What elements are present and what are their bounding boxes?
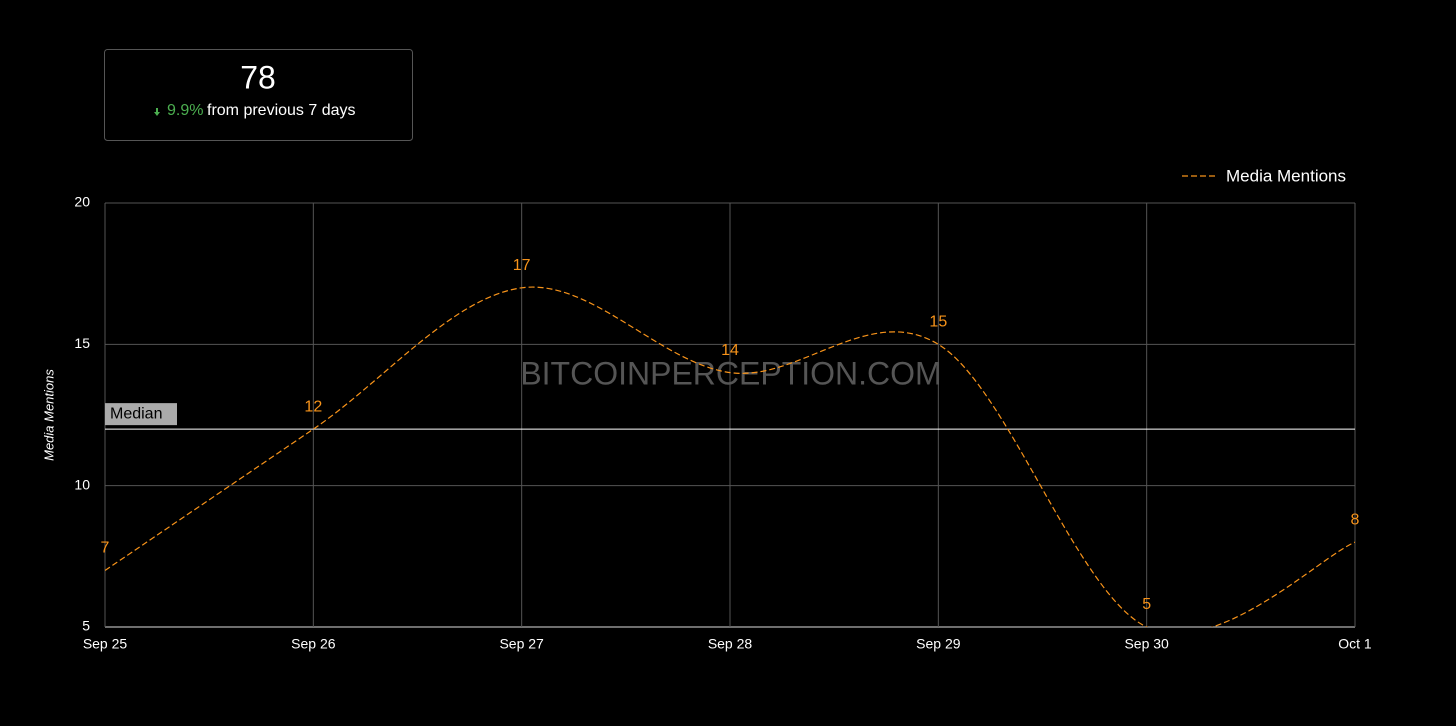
- y-axis-title: Media Mentions: [41, 369, 56, 461]
- up-arrow: [154, 108, 160, 116]
- data-label: 14: [721, 342, 739, 359]
- x-tick-label: Sep 25: [83, 636, 128, 652]
- x-tick-label: Sep 27: [499, 636, 544, 652]
- data-label: 5: [1142, 596, 1151, 613]
- y-tick-label: 5: [82, 618, 90, 634]
- data-label: 8: [1351, 511, 1360, 528]
- median-label: Median: [110, 405, 162, 422]
- data-label: 7: [101, 540, 110, 557]
- x-tick-label: Sep 28: [708, 636, 753, 652]
- x-tick-label: Sep 26: [291, 636, 336, 652]
- kpi-card: [104, 49, 413, 141]
- y-tick-label: 10: [74, 476, 90, 492]
- data-label: 15: [929, 314, 947, 331]
- median-label-bg: [105, 403, 177, 426]
- x-tick-label: Oct 1: [1338, 636, 1372, 652]
- data-label: 17: [513, 257, 531, 274]
- legend-label: Media Mentions: [1226, 166, 1346, 185]
- x-tick-label: Sep 29: [916, 636, 961, 652]
- x-tick-label: Sep 30: [1124, 636, 1169, 652]
- kpi-change: 9.9%: [167, 102, 203, 119]
- y-tick-label: 20: [74, 194, 90, 210]
- y-tick-label: 15: [74, 335, 90, 351]
- kpi-value: 78: [240, 59, 276, 95]
- data-label: 12: [304, 398, 322, 415]
- kpi-change-text: from previous 7 days: [207, 102, 356, 119]
- series-line: [105, 286, 1355, 627]
- watermark: BITCOINPERCEPTION.COM: [520, 355, 941, 391]
